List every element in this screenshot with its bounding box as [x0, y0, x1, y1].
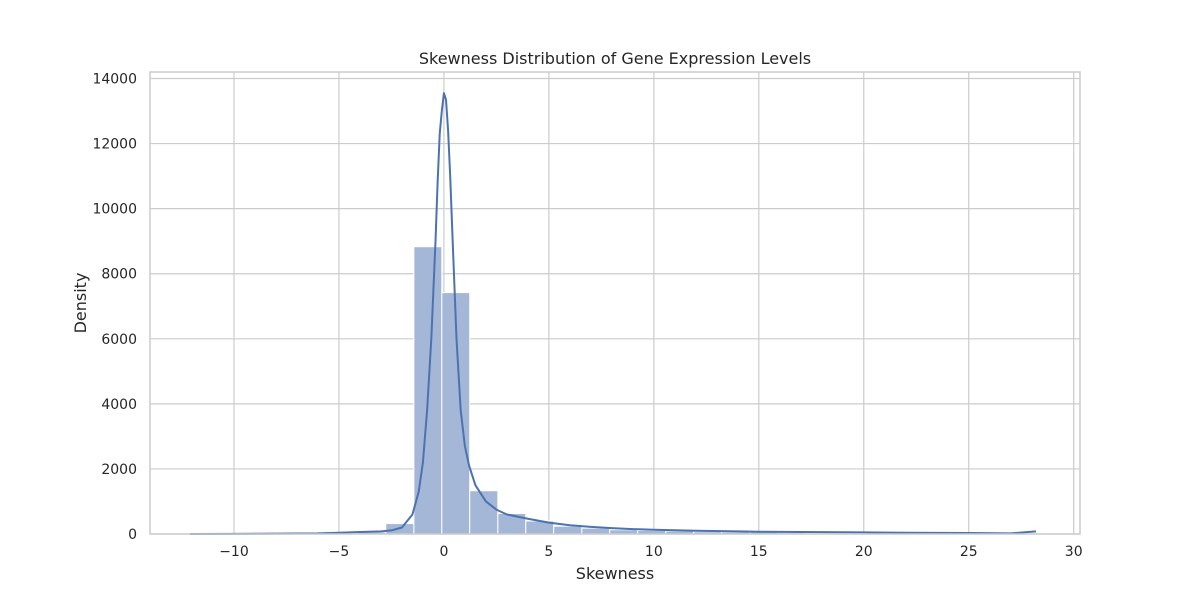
x-tick-label: 30: [1065, 544, 1083, 560]
chart-title: Skewness Distribution of Gene Expression…: [419, 49, 811, 68]
y-tick-label: 14000: [92, 72, 137, 88]
histogram-bar: [553, 525, 583, 535]
x-tick-label: −5: [329, 544, 350, 560]
plot-border: [149, 71, 1081, 535]
y-tick-label: 2000: [101, 462, 137, 478]
histogram-bar: [581, 527, 611, 535]
x-tick-label: 10: [645, 544, 663, 560]
x-tick-label: 0: [439, 544, 448, 560]
plot-frame: [149, 71, 1081, 535]
y-tick-label: 12000: [92, 137, 137, 153]
y-tick-label: 4000: [101, 397, 137, 413]
y-tick-label: 10000: [92, 202, 137, 218]
y-tick-label: 6000: [101, 332, 137, 348]
tick-labels: −10 −5 0 5 10 15 20 25 30 0 2000 4000 6000 8000 10000 1…: [92, 72, 1082, 560]
x-tick-label: 25: [960, 544, 978, 560]
grid-lines: [150, 72, 1080, 535]
kde-line-group: [189, 92, 1036, 535]
y-tick-label: 0: [128, 527, 137, 543]
kde-line: [189, 92, 1036, 535]
x-axis-label: Skewness: [576, 564, 654, 583]
x-tick-label: −10: [219, 544, 249, 560]
x-tick-label: 5: [544, 544, 553, 560]
y-tick-label: 8000: [101, 267, 137, 283]
y-axis-label: Density: [71, 273, 90, 334]
x-tick-label: 15: [750, 544, 768, 560]
x-tick-label: 20: [855, 544, 873, 560]
histogram-bars: [189, 246, 1031, 535]
